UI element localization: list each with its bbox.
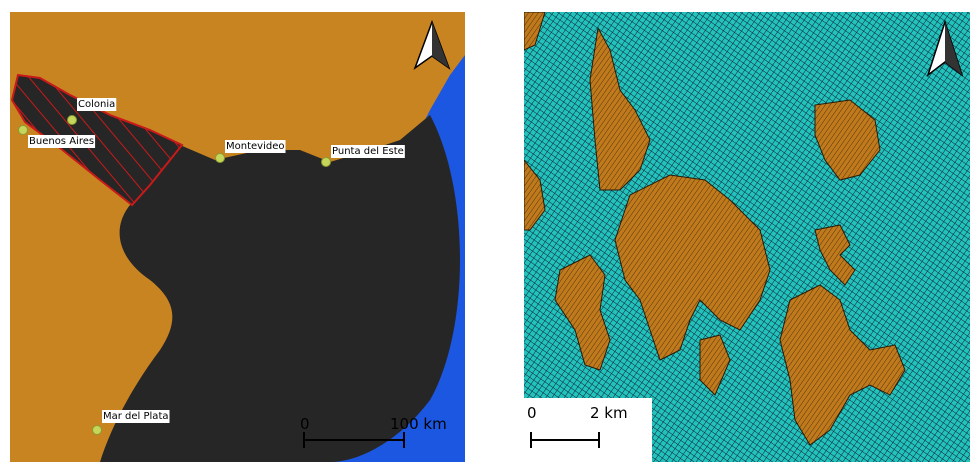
city-dot [93,426,102,435]
scale-start: 0 [527,404,537,422]
map-figure: Colonia Buenos Aires Montevideo Punta del E… [0,0,970,462]
city-label: Montevideo [226,141,284,152]
scale-end: 2 km [590,404,628,422]
city-dot [68,116,77,125]
scale-start: 0 [300,415,310,433]
city-dot [216,154,225,163]
city-label: Punta del Este [332,146,404,157]
city-dot [322,158,331,167]
scale-end: 100 km [390,415,447,433]
city-dot [19,126,28,135]
city-label: Buenos Aires [29,136,94,147]
city-label: Colonia [78,99,115,110]
right-map: 0 2 km [524,12,970,462]
scale-bar: 0 2 km [524,398,652,462]
city-label: Mar del Plata [103,411,169,422]
left-map: Colonia Buenos Aires Montevideo Punta del E… [10,12,465,462]
